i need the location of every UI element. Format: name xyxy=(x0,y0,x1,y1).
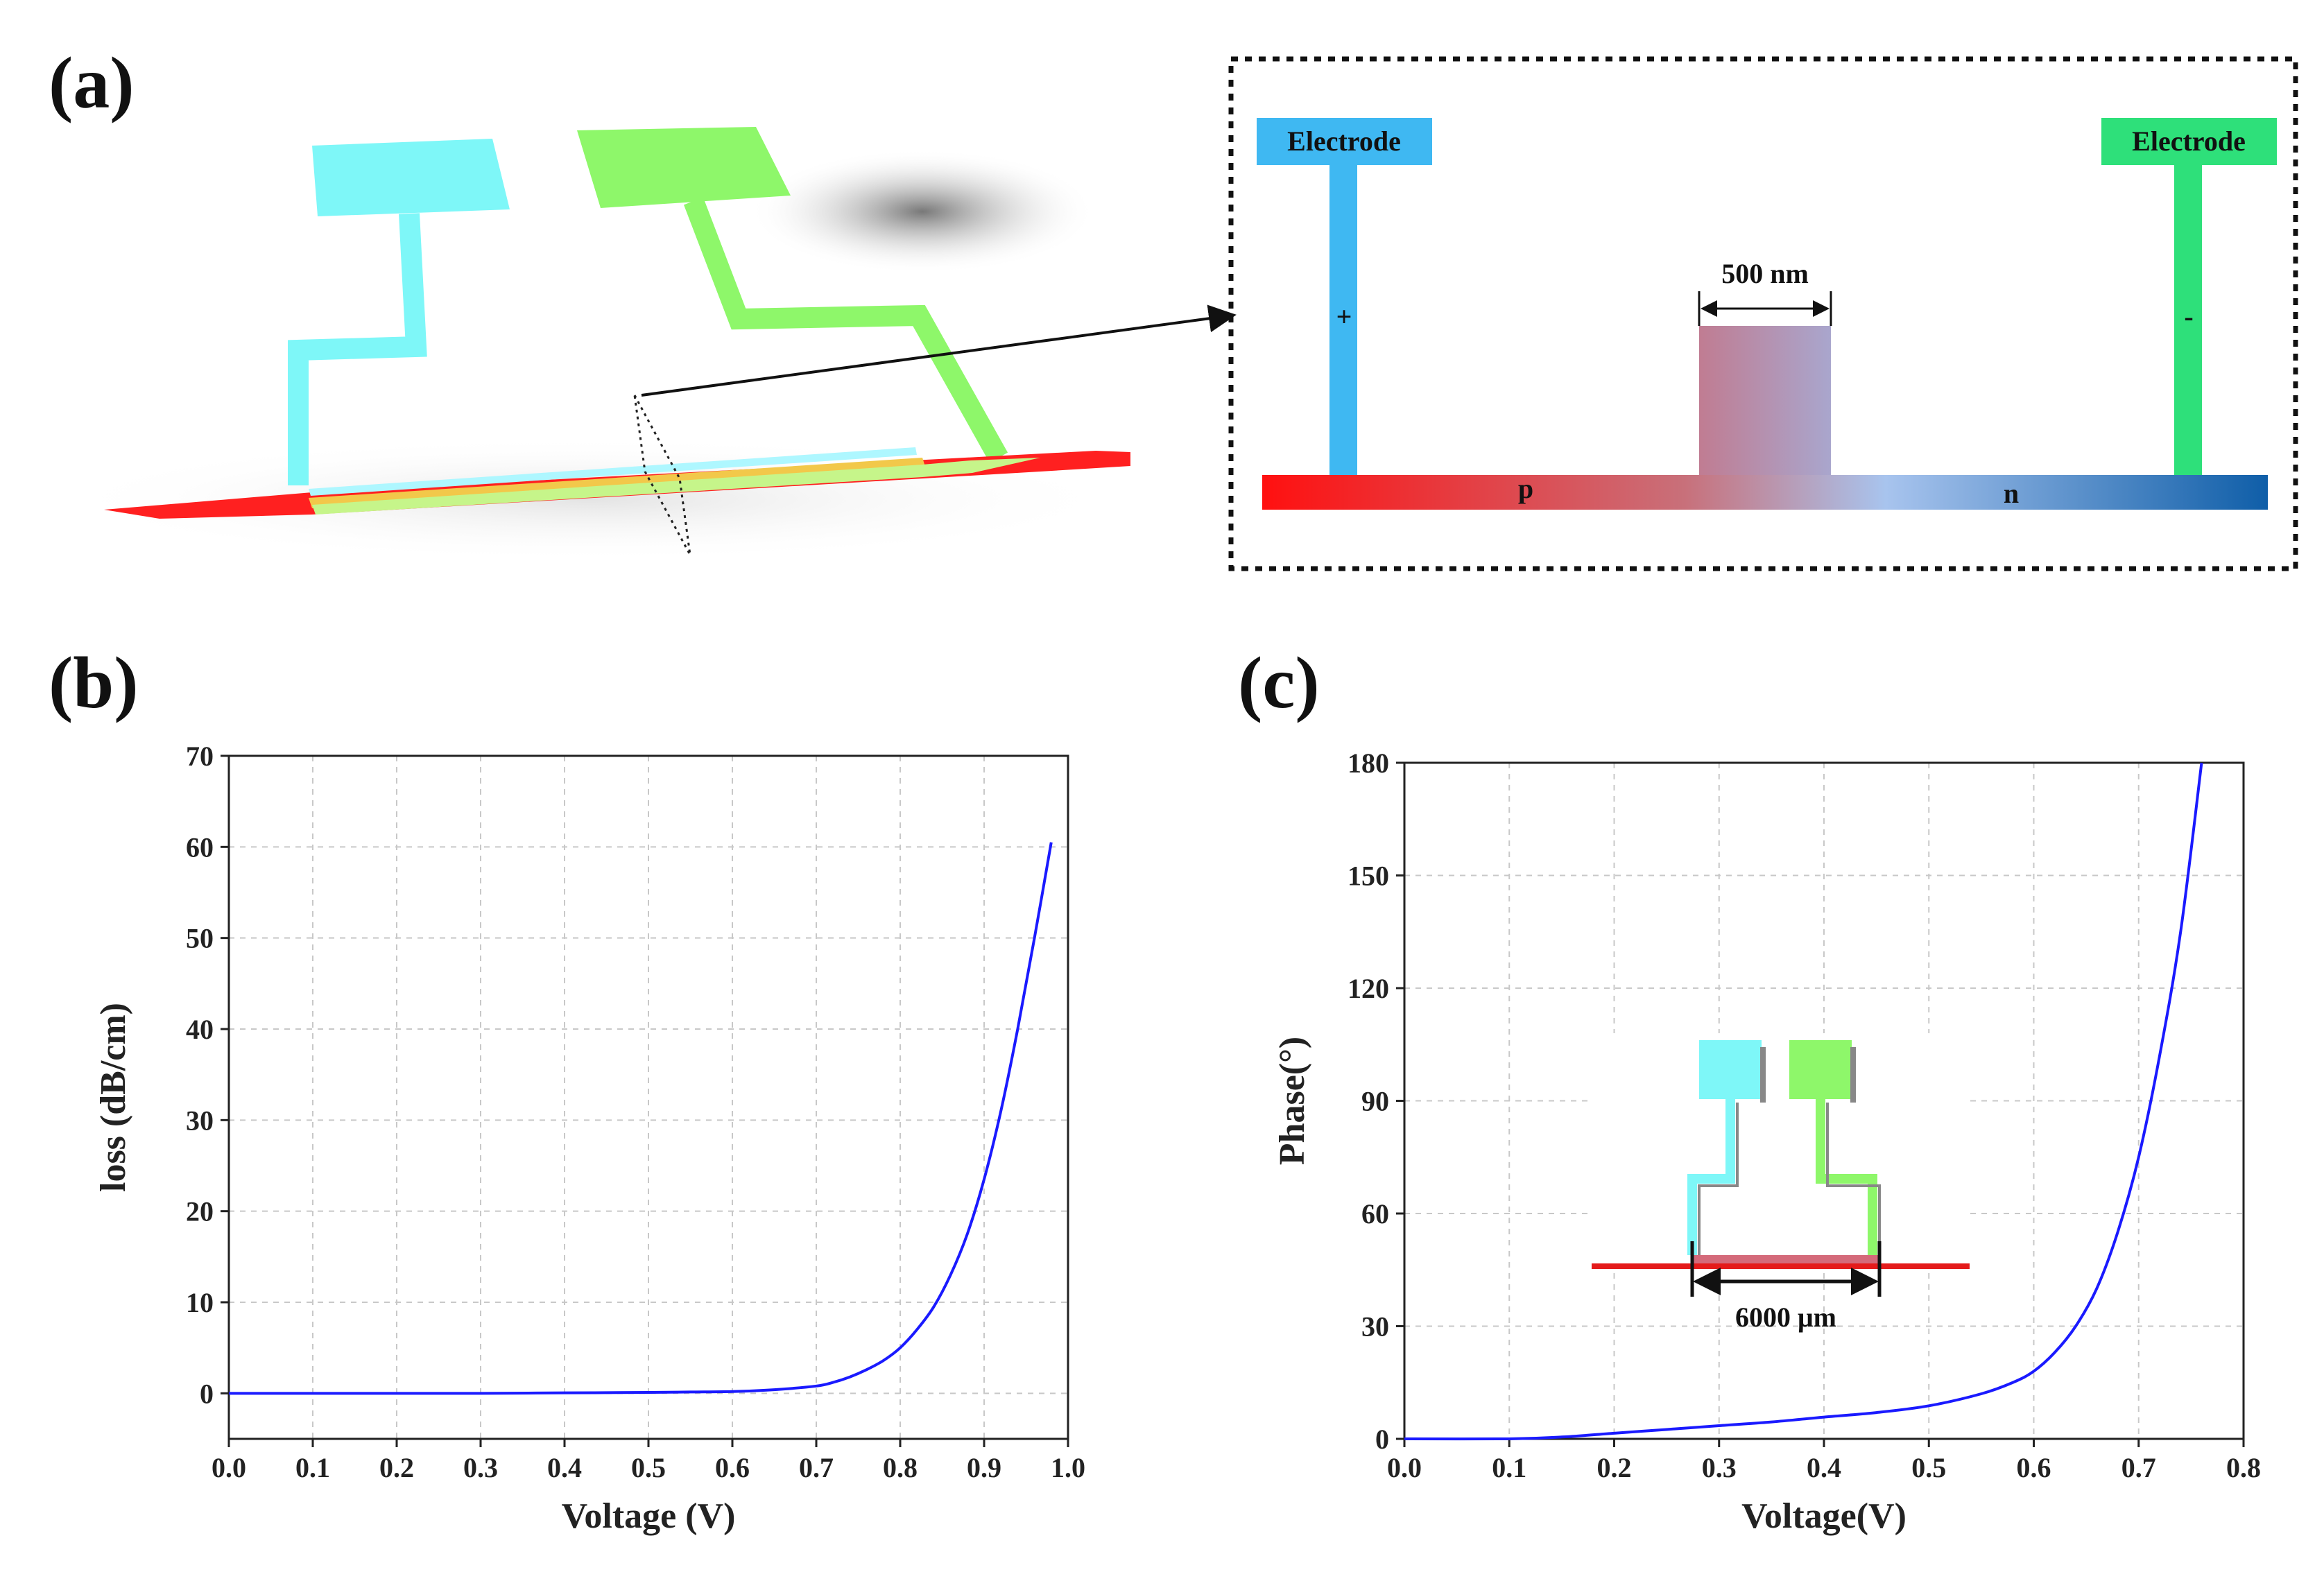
right-electrode-post xyxy=(2174,165,2202,475)
right-electrode-head xyxy=(2101,118,2277,165)
x-tick-label: 0.6 xyxy=(715,1452,750,1483)
inset-green-pad-shadow xyxy=(1850,1047,1856,1103)
x-tick-label: 0.2 xyxy=(1597,1452,1632,1483)
left-electrode-label: Electrode xyxy=(1287,126,1401,157)
x-tick-label: 0.9 xyxy=(967,1452,1001,1483)
y-tick-label: 60 xyxy=(186,831,214,863)
cross-section-frame xyxy=(1228,56,2298,571)
pn-slab xyxy=(1262,475,2268,510)
green-electrode-trace xyxy=(683,197,1008,463)
panel-b-label: (b) xyxy=(49,642,139,723)
panel-a: (a) 50 xyxy=(49,42,2298,571)
x-axis-title: Voltage (V) xyxy=(562,1496,736,1536)
inset-cyan-trace-shadow xyxy=(1698,1103,1739,1255)
x-tick-label: 0.7 xyxy=(2121,1452,2156,1483)
inset-device-topview: 6000 μm xyxy=(1592,1033,1970,1333)
loss-chart: 0.0 0.1 0.2 0.3 0.4 0.5 0.6 0.7 0.8 0.9 1.0 0 10 20 30… xyxy=(94,741,1085,1536)
y-axis-title: loss (dB/cm) xyxy=(94,1003,133,1192)
y-tick-label: 0 xyxy=(1375,1424,1389,1455)
inset-length-label: 6000 μm xyxy=(1735,1302,1836,1333)
cross-section-diagram: 500 nm Electrode + Electrode - p n xyxy=(1228,56,2298,571)
inset-green-trace-shadow xyxy=(1826,1103,1881,1255)
right-electrode-label: Electrode xyxy=(2132,126,2246,157)
inset-waveguide xyxy=(1592,1263,1970,1269)
y-tick-label: 150 xyxy=(1348,861,1389,892)
inset-phase-shifter xyxy=(1692,1255,1879,1263)
x-tick-label: 0.6 xyxy=(2017,1452,2051,1483)
y-tick-label: 90 xyxy=(1361,1086,1389,1117)
x-tick-label: 1.0 xyxy=(1051,1452,1085,1483)
cyan-electrode-pad xyxy=(312,139,510,216)
panel-a-label: (a) xyxy=(49,42,135,123)
x-tick-label: 0.2 xyxy=(379,1452,414,1483)
x-tick-label: 0.1 xyxy=(1492,1452,1526,1483)
x-tick-label: 0.1 xyxy=(295,1452,330,1483)
y-tick-label: 70 xyxy=(186,741,214,772)
inset-cyan-pad-shadow xyxy=(1760,1047,1766,1103)
x-tick-label: 0.0 xyxy=(1387,1452,1422,1483)
y-tick-label: 10 xyxy=(186,1287,214,1318)
panel-c-label: (c) xyxy=(1238,642,1320,723)
y-tick-label: 20 xyxy=(186,1196,214,1227)
x-tick-label: 0.4 xyxy=(547,1452,582,1483)
zoom-arrow xyxy=(641,304,1237,397)
y-tick-label: 120 xyxy=(1348,973,1389,1004)
y-tick-label: 40 xyxy=(186,1014,214,1045)
green-electrode-pad xyxy=(577,127,791,208)
inset-cyan-pad xyxy=(1699,1040,1762,1099)
x-tick-label: 0.7 xyxy=(799,1452,834,1483)
phase-chart: 0.0 0.1 0.2 0.3 0.4 0.5 0.6 0.7 0.8 0 30 60 90 120 150… xyxy=(1273,748,2261,1536)
left-electrode-sign: + xyxy=(1336,301,1352,332)
y-tick-label: 180 xyxy=(1348,748,1389,779)
waveguide-cyan-strip xyxy=(309,447,917,496)
x-tick-label: 0.3 xyxy=(1702,1452,1737,1483)
cross-section-plane xyxy=(633,395,691,555)
inset-background xyxy=(1592,1033,1970,1272)
device-3d-illustration xyxy=(49,127,1237,562)
y-tick-label: 30 xyxy=(186,1105,214,1136)
x-axis-title: Voltage(V) xyxy=(1741,1496,1906,1536)
n-region-label: n xyxy=(2004,478,2019,509)
inset-green-trace xyxy=(1816,1099,1877,1255)
left-electrode-post xyxy=(1329,165,1357,475)
series-line xyxy=(229,842,1053,1395)
left-electrode-head xyxy=(1257,118,1432,165)
shadow-blur xyxy=(749,149,1096,274)
x-tick-label: 0.8 xyxy=(883,1452,918,1483)
inset-green-pad xyxy=(1789,1040,1852,1099)
series-line xyxy=(1404,762,2203,1441)
panel-b: (b) 0.0 0.1 0.2 0.3 0.4 0.5 0.6 0.7 0.8 0.9 1.0 0 10… xyxy=(49,642,1085,1536)
x-tick-label: 0.4 xyxy=(1807,1452,1841,1483)
inset-cyan-trace xyxy=(1687,1099,1735,1255)
waveguide-ridge xyxy=(1699,326,1831,475)
y-tick-label: 0 xyxy=(200,1378,214,1409)
width-label: 500 nm xyxy=(1721,258,1809,289)
p-region-label: p xyxy=(1518,473,1533,504)
floor-shadow xyxy=(49,437,1130,562)
x-tick-label: 0.5 xyxy=(631,1452,666,1483)
cyan-electrode-trace xyxy=(288,213,427,485)
y-tick-label: 60 xyxy=(1361,1198,1389,1229)
y-axis-title: Phase(°) xyxy=(1273,1037,1312,1165)
right-electrode-sign: - xyxy=(2184,301,2193,332)
x-tick-label: 0.3 xyxy=(463,1452,498,1483)
y-tick-label: 50 xyxy=(186,923,214,954)
x-tick-label: 0.0 xyxy=(212,1452,246,1483)
x-tick-label: 0.8 xyxy=(2226,1452,2261,1483)
waveguide-green-strip xyxy=(312,458,1040,515)
y-tick-label: 30 xyxy=(1361,1311,1389,1342)
panel-c: (c) 0.0 0.1 0.2 0.3 0.4 0.5 0.6 0.7 0.8 0 30 60 90 12… xyxy=(1238,642,2261,1536)
x-tick-label: 0.5 xyxy=(1911,1452,1946,1483)
